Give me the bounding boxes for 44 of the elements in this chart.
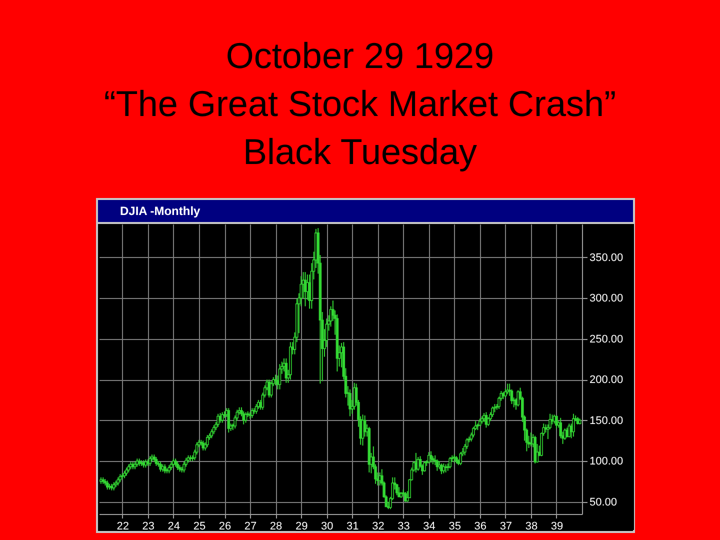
x-tick-label: 28 <box>270 520 282 532</box>
y-tick-label: 150.00 <box>590 414 624 427</box>
candlestick <box>459 452 462 466</box>
y-tick-label: 50.00 <box>590 496 618 508</box>
x-tick-label: 36 <box>474 520 486 532</box>
y-tick-label: 300.00 <box>590 292 624 305</box>
x-tick-label: 27 <box>244 520 257 532</box>
candlestick <box>159 461 162 472</box>
candlestick <box>348 388 352 417</box>
candlestick <box>572 413 575 438</box>
x-tick-label: 33 <box>398 520 410 532</box>
x-tick-label: 38 <box>525 520 538 532</box>
x-tick-label: 23 <box>142 520 154 532</box>
candlestick <box>530 432 532 447</box>
x-tick-label: 22 <box>116 520 129 532</box>
candlestick <box>206 434 209 448</box>
candlestick <box>430 450 432 464</box>
candlestick <box>278 364 282 390</box>
candlestick <box>416 456 420 472</box>
candlestick <box>216 413 220 428</box>
x-tick-label: 30 <box>321 520 334 532</box>
y-tick-label: 200.00 <box>590 374 624 386</box>
x-tick-label: 34 <box>423 520 436 532</box>
chart-title: October 29 1929 “The Great Stock Market Crash” Black Tuesday <box>102 34 618 174</box>
candlestick <box>555 414 558 429</box>
candlestick <box>423 460 426 472</box>
x-tick-label: 29 <box>296 520 308 532</box>
x-tick-label: 35 <box>448 520 461 532</box>
x-tick-label: 24 <box>168 520 180 532</box>
candlestick <box>182 461 186 473</box>
candlestick <box>491 406 494 418</box>
y-tick-label: 350.00 <box>590 252 624 264</box>
x-tick-label: 32 <box>372 520 384 532</box>
y-tick-label: 100.00 <box>590 456 624 468</box>
x-tick-label: 26 <box>218 520 232 532</box>
x-tick-label: 39 <box>550 520 564 532</box>
x-tick-label: 31 <box>346 520 359 532</box>
x-tick-label: 37 <box>500 520 512 532</box>
chart-subtitle: DJIA -Monthly <box>98 200 633 224</box>
candlestick <box>448 456 452 469</box>
candlestick <box>268 379 271 398</box>
x-tick-label: 25 <box>193 520 206 532</box>
candlestick <box>148 456 152 466</box>
y-tick-label: 250.00 <box>590 333 624 346</box>
